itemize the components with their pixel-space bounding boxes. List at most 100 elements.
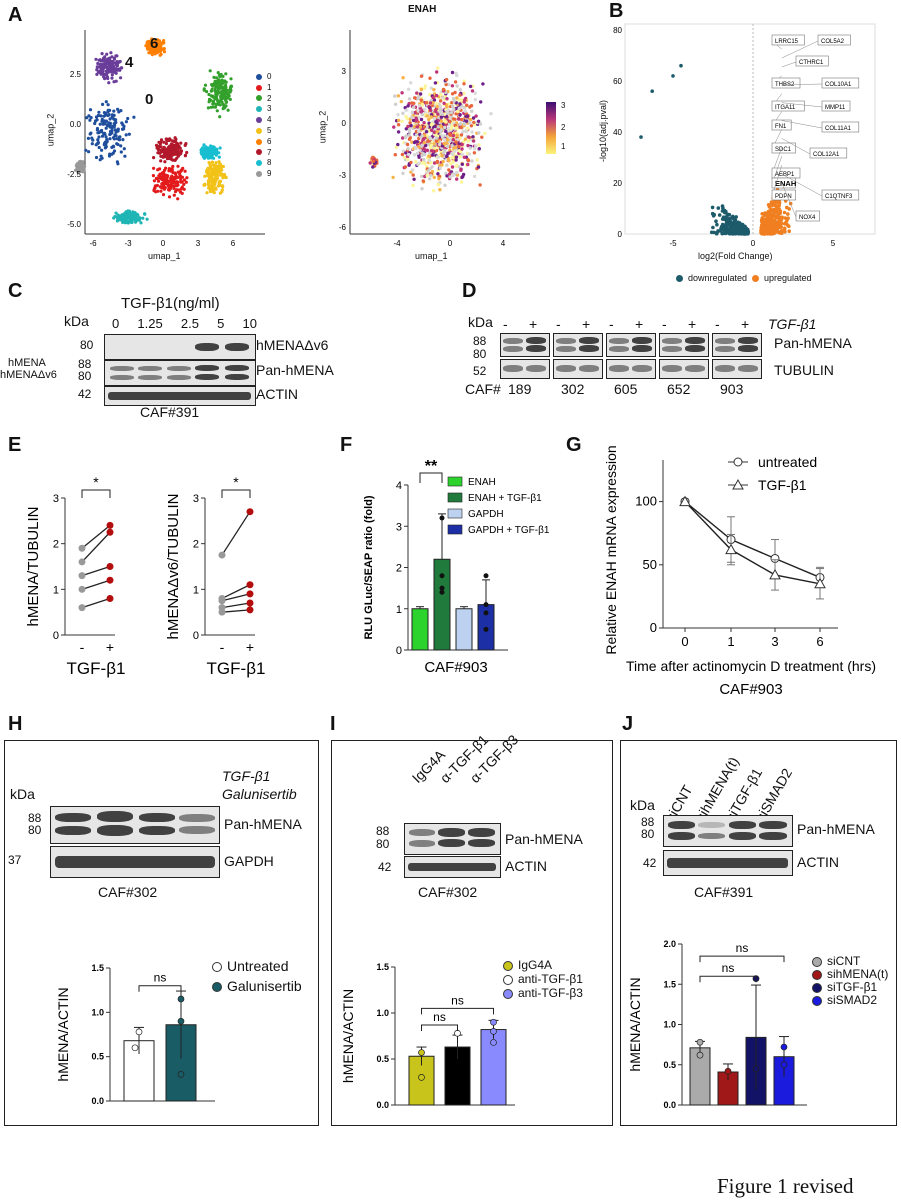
e-ylabel: hMENAΔv6/TUBULIN: [165, 494, 182, 640]
d-blot-tubulin: [712, 359, 762, 379]
h-mw-37: 37: [8, 853, 22, 867]
umap-point: [183, 154, 187, 158]
i-ns-label: ns: [433, 1010, 446, 1024]
volcano-point-up: [770, 220, 775, 225]
umap-enah-point: [467, 152, 472, 156]
umap-point: [147, 45, 151, 49]
umap-point: [115, 54, 119, 58]
umap-enah-point: [415, 125, 419, 129]
umap-enah-point: [436, 112, 440, 116]
umap-point: [218, 103, 222, 107]
volcano-point-down: [728, 231, 733, 236]
umap-enah-point: [458, 102, 462, 106]
volcano-label-box: [821, 77, 860, 89]
volcano-point-up: [783, 229, 787, 234]
h-row1-label: TGF-β1: [222, 768, 271, 784]
umap-enah-point: [433, 146, 437, 150]
umap-enah-point: [447, 82, 451, 87]
volcano-point-up: [775, 228, 780, 232]
umap-point: [110, 131, 114, 135]
volcano-point-down: [732, 220, 736, 224]
h-legend-untreated: Untreated: [212, 958, 288, 974]
f-ytick: 1: [396, 604, 402, 616]
umap-enah-point: [428, 177, 432, 181]
j-replicate: [696, 1038, 704, 1046]
umap-enah-point: [420, 113, 424, 117]
umap-enah-point: [392, 125, 396, 129]
volcano-ytick: 0: [618, 230, 623, 239]
umap-enah-point: [416, 151, 420, 155]
volcano-point-down: [724, 215, 729, 220]
umap-point: [120, 217, 124, 221]
j-replicate: [780, 1061, 788, 1069]
umap-enah-point: [477, 143, 481, 147]
e-ytick: 2: [193, 539, 199, 551]
umap-enah-point: [428, 135, 432, 140]
volcano-point-down: [719, 228, 724, 232]
umap-point: [124, 210, 128, 214]
umap-point: [105, 61, 109, 65]
i-replicate: [490, 1039, 497, 1046]
volcano-point-down: [717, 213, 722, 217]
volcano-point-down: [679, 63, 683, 68]
g-legend-untreated: untreated: [758, 454, 817, 470]
chart-h: 0.0 0.5 1.0 1.5 hMENA/ACTIN ns: [55, 963, 215, 1106]
umap-enah-point: [401, 149, 406, 153]
umap-point: [104, 145, 108, 149]
umap-enah-point: [434, 119, 438, 124]
umap-point: [161, 193, 166, 197]
umap-point: [152, 38, 156, 42]
colorbar-tick-2: 2: [561, 123, 566, 132]
umap-clusters: 460-6 -3 0 3 62.50.0-2.5-5.0: [67, 30, 265, 248]
volcano-point-down: [726, 218, 730, 223]
f-replicate: [439, 585, 445, 591]
umap-enah-point: [465, 114, 470, 118]
umap-point: [111, 124, 115, 128]
umap-point: [88, 118, 92, 122]
volcano-point-down: [735, 231, 739, 235]
e-point-untreated: [78, 604, 86, 612]
e-point-untreated: [218, 551, 226, 559]
volcano-point-up: [782, 226, 787, 231]
d-blot-pan: [500, 333, 550, 357]
umap-point: [229, 84, 234, 88]
umap-point: [113, 215, 117, 219]
umap-enah-point: [428, 76, 432, 80]
c-mw-42: 42: [78, 387, 92, 401]
umap-point: [207, 186, 211, 190]
umap-cluster-label: 0: [145, 91, 153, 108]
umap-point: [221, 103, 226, 107]
umap-point: [127, 132, 131, 136]
umap-enah-point: [427, 158, 432, 163]
umap-enah-point: [432, 130, 437, 134]
umap-enah-point: [407, 163, 411, 167]
umap-enah-point: [440, 134, 444, 138]
umap-enah-point: [460, 152, 464, 157]
umap-point: [80, 167, 84, 171]
umap-enah-point: [408, 121, 412, 125]
f-ytick: 0: [396, 645, 402, 657]
umap-point: [183, 143, 187, 147]
umap-point: [110, 115, 114, 119]
umap-point: [208, 167, 213, 171]
volcano-point-down: [715, 230, 719, 235]
umap-point: [100, 156, 104, 160]
umap-point: [114, 130, 118, 134]
umap-point: [101, 62, 105, 66]
volcano-label-box: [821, 121, 860, 133]
e-point-tgf: [246, 508, 254, 516]
umap-enah-point: [451, 134, 455, 138]
umap-point: [162, 50, 167, 54]
volcano-gene-label: COL11A1: [825, 126, 852, 132]
umap-point: [222, 80, 226, 84]
volcano-point-up: [774, 208, 779, 213]
umap-enah-point: [417, 161, 421, 165]
umap-point: [212, 168, 216, 172]
c-band-actin: ACTIN: [256, 386, 298, 402]
e-sig: *: [233, 474, 239, 490]
umap-point: [218, 179, 223, 183]
umap-point: [178, 175, 182, 179]
volcano-point-down: [715, 222, 719, 227]
umap-enah-point: [454, 140, 458, 144]
volcano-point-up: [762, 226, 767, 230]
